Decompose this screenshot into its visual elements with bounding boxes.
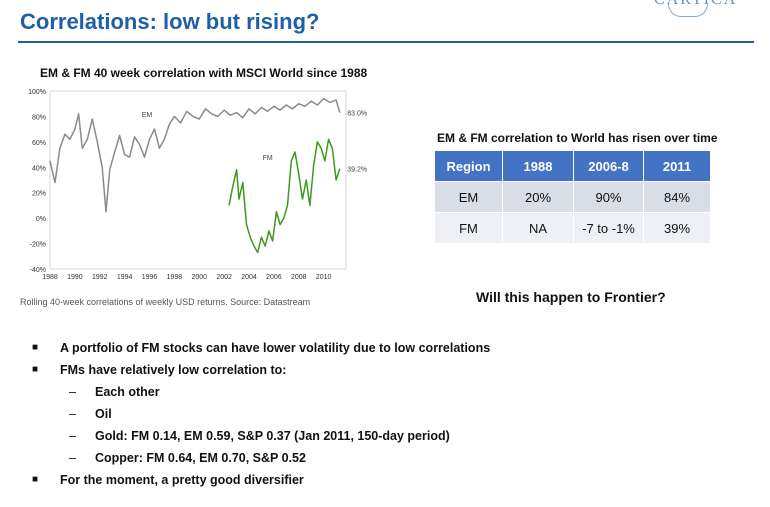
- y-tick-label: 40%: [32, 165, 46, 172]
- series-line-fm: [228, 138, 341, 254]
- bullet-text: FMs have relatively low correlation to:: [60, 363, 287, 377]
- y-tick-label: -20%: [30, 242, 46, 249]
- bullet-item: ■ A portfolio of FM stocks can have lowe…: [32, 340, 490, 362]
- bullet-text: A portfolio of FM stocks can have lower …: [60, 341, 491, 355]
- x-tick-label: 1996: [142, 274, 158, 281]
- correlation-chart: 100% 80% 60% 40% 20% 0% -20% -40%1988 1990 1992 19…: [28, 89, 367, 281]
- x-tick-label: 1998: [167, 274, 183, 281]
- y-tick-label: 80%: [32, 114, 46, 121]
- y-tick-label: 0%: [36, 216, 46, 223]
- header-region: Region: [435, 151, 502, 181]
- x-tick-label: 2000: [191, 274, 207, 281]
- bullet-subitem: – Each other: [32, 384, 490, 406]
- table-cell: 20%: [503, 182, 573, 212]
- table-cell: -7 to -1%: [574, 213, 643, 243]
- bullet-list: ■ A portfolio of FM stocks can have lowe…: [32, 340, 490, 494]
- annotation-label: EM: [142, 112, 153, 119]
- x-tick-label: 2010: [316, 274, 332, 281]
- x-tick-label: 1990: [67, 274, 83, 281]
- x-tick-label: 2002: [216, 274, 232, 281]
- chart-title: EM & FM 40 week correlation with MSCI Wo…: [40, 66, 368, 80]
- title-divider: [18, 41, 754, 43]
- table-cell: 84%: [644, 182, 710, 212]
- table-row: FM NA -7 to -1% 39%: [435, 213, 710, 243]
- page-title: Correlations: low but rising?: [20, 9, 320, 34]
- dash-bullet-icon: –: [69, 385, 76, 399]
- table-cell: FM: [435, 213, 502, 243]
- table-caption: EM & FM correlation to World has risen o…: [437, 131, 718, 145]
- x-tick-label: 2006: [266, 274, 282, 281]
- annotation-label: FM: [263, 155, 273, 162]
- table-cell: NA: [503, 213, 573, 243]
- dash-bullet-icon: –: [69, 451, 76, 465]
- bullet-item: ■ FMs have relatively low correlation to…: [32, 362, 490, 384]
- correlation-table: Region 1988 2006-8 2011 EM 20% 90% 84% F…: [434, 150, 711, 244]
- x-tick-label: 2008: [291, 274, 307, 281]
- table-header-row: Region 1988 2006-8 2011: [435, 151, 710, 181]
- square-bullet-icon: ■: [32, 364, 39, 375]
- logo-arc-icon: [668, 4, 708, 17]
- series-line-em: [49, 97, 341, 213]
- bullet-text: Each other: [95, 385, 160, 399]
- y-tick-label: -40%: [30, 267, 46, 274]
- table-cell: 39%: [644, 213, 710, 243]
- plot-frame: [49, 90, 347, 270]
- y-tick-label: 20%: [32, 191, 46, 198]
- bullet-item: ■ For the moment, a pretty good diversif…: [32, 472, 490, 494]
- y-tick-label: 100%: [28, 89, 46, 96]
- bullet-text: Oil: [95, 407, 112, 421]
- dash-bullet-icon: –: [69, 429, 76, 443]
- header-2006-8: 2006-8: [574, 151, 643, 181]
- dash-bullet-icon: –: [69, 407, 76, 421]
- annotation-label: 83.0%: [347, 111, 367, 118]
- bullet-subitem: – Copper: FM 0.64, EM 0.70, S&P 0.52: [32, 450, 490, 472]
- x-tick-label: 1994: [117, 274, 133, 281]
- square-bullet-icon: ■: [32, 474, 39, 485]
- table-row: EM 20% 90% 84%: [435, 182, 710, 212]
- question-text: Will this happen to Frontier?: [476, 289, 666, 305]
- bullet-subitem: – Gold: FM 0.14, EM 0.59, S&P 0.37 (Jan …: [32, 428, 490, 450]
- bullet-text: For the moment, a pretty good diversifie…: [60, 473, 304, 487]
- x-tick-label: 2004: [241, 274, 257, 281]
- y-tick-label: 60%: [32, 140, 46, 147]
- table-cell: 90%: [574, 182, 643, 212]
- annotation-label: 39.2%: [347, 167, 367, 174]
- square-bullet-icon: ■: [32, 342, 39, 353]
- header-2011: 2011: [644, 151, 710, 181]
- bullet-text: Gold: FM 0.14, EM 0.59, S&P 0.37 (Jan 20…: [95, 429, 450, 443]
- bullet-text: Copper: FM 0.64, EM 0.70, S&P 0.52: [95, 451, 306, 465]
- chart-source-note: Rolling 40-week correlations of weekly U…: [20, 297, 311, 307]
- bullet-subitem: – Oil: [32, 406, 490, 428]
- table-cell: EM: [435, 182, 502, 212]
- x-tick-label: 1992: [92, 274, 108, 281]
- header-1988: 1988: [503, 151, 573, 181]
- x-tick-label: 1988: [42, 274, 58, 281]
